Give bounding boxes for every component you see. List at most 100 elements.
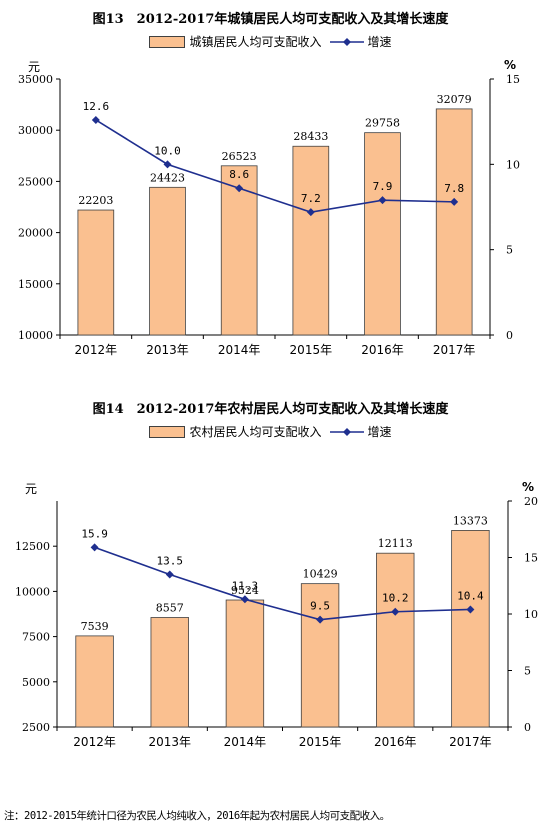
y-tick-label-right: 0	[524, 721, 531, 734]
y-tick-label-right: 15	[506, 73, 520, 86]
footnote: 注：2012-2015年统计口径为农民人均纯收入，2016年起为农村居民人均可支…	[4, 810, 390, 822]
bar-value-label: 10429	[303, 568, 338, 581]
growth-point	[450, 197, 459, 206]
x-tick-label: 2016年	[374, 735, 417, 749]
growth-value-label: 11.3	[232, 579, 259, 592]
y-axis-label-right: %	[522, 480, 534, 494]
y-tick-label-left: 5000	[22, 676, 50, 689]
chart-title: 图13 2012-2017年城镇居民人均可支配收入及其增长速度	[92, 12, 449, 27]
growth-point	[316, 615, 325, 624]
growth-value-label: 8.6	[229, 168, 249, 181]
y-tick-label-left: 10000	[18, 329, 53, 342]
legend-line-swatch	[329, 427, 364, 436]
growth-point	[165, 570, 174, 579]
growth-value-label: 15.9	[81, 527, 108, 540]
bar-value-label: 12113	[378, 537, 413, 550]
x-tick-label: 2012年	[73, 735, 116, 749]
bar	[150, 617, 189, 728]
bar-value-label: 26523	[222, 150, 257, 163]
growth-line	[94, 546, 471, 621]
y-tick-label-left: 7500	[22, 631, 50, 644]
bar-value-label: 28433	[293, 130, 328, 143]
bar-value-label: 8557	[156, 601, 184, 614]
growth-value-label: 10.2	[382, 592, 409, 605]
x-tick-label: 2013年	[148, 735, 191, 749]
y-tick-label-left: 2500	[22, 721, 50, 734]
bar	[451, 530, 490, 728]
plot-area: 10000 15000 20000 25000 30000 35000 0 5 10 15 元 % 20…	[18, 58, 520, 357]
chart-rural-income: 图14 2012-2017年农村居民人均可支配收入及其增长速度 农村居民人均可支…	[0, 390, 541, 775]
y-tick-label-right: 10	[506, 158, 520, 171]
x-tick-label: 2013年	[146, 343, 189, 357]
legend-line-label: 增速	[367, 35, 392, 49]
legend-line-label: 增速	[367, 425, 392, 439]
x-tick-label: 2017年	[433, 343, 476, 357]
growth-value-label: 9.5	[310, 600, 330, 613]
chart-urban-income: 图13 2012-2017年城镇居民人均可支配收入及其增长速度 城镇居民人均可支…	[0, 0, 541, 380]
y-tick-label-left: 20000	[18, 227, 53, 240]
growth-point	[466, 605, 475, 614]
chart-title: 图14 2012-2017年农村居民人均可支配收入及其增长速度	[92, 402, 449, 417]
y-tick-label-right: 10	[524, 608, 538, 621]
growth-value-label: 10.0	[154, 144, 181, 157]
bar-value-label: 13373	[453, 514, 488, 527]
bar	[75, 635, 114, 728]
growth-point	[378, 196, 387, 205]
x-tick-label: 2016年	[361, 343, 404, 357]
bar	[435, 108, 473, 336]
legend-line-swatch	[329, 37, 364, 46]
growth-point	[306, 208, 315, 217]
growth-value-label: 7.2	[301, 192, 321, 205]
growth-point	[91, 115, 100, 124]
legend-item-line: 增速	[329, 33, 392, 50]
x-tick-label: 2015年	[299, 735, 342, 749]
growth-point	[90, 543, 99, 552]
y-tick-label-right: 0	[506, 329, 513, 342]
y-tick-label-right: 5	[506, 244, 513, 257]
growth-value-label: 7.9	[373, 180, 393, 193]
bar-value-label: 22203	[78, 194, 113, 207]
bar	[292, 145, 330, 336]
plot-area: 2500 5000 7500 10000 12500 0 5 10 15 20 元 % 2012年 201…	[15, 480, 538, 749]
y-tick-label-right: 20	[524, 495, 538, 508]
growth-point	[391, 607, 400, 616]
legend: 农村居民人均可支配收入 增速	[0, 423, 541, 440]
legend-bar-swatch	[149, 425, 186, 438]
legend-item-bar: 城镇居民人均可支配收入	[149, 33, 322, 50]
bar	[376, 552, 415, 728]
bar	[364, 132, 401, 336]
y-axis-label-right: %	[504, 58, 516, 72]
legend-item-line: 增速	[329, 423, 392, 440]
legend-bar-label: 农村居民人均可支配收入	[189, 425, 322, 439]
y-axis-label-left: 元	[28, 60, 40, 74]
legend: 城镇居民人均可支配收入 增速	[0, 33, 541, 50]
y-tick-label-right: 5	[524, 665, 531, 678]
bar-value-label: 9524	[231, 584, 259, 597]
y-tick-label-left: 25000	[18, 175, 53, 188]
x-tick-label: 2015年	[290, 343, 333, 357]
bar	[300, 583, 340, 728]
y-tick-label-left: 10000	[15, 585, 50, 598]
bar	[77, 209, 115, 336]
growth-point	[240, 595, 249, 604]
bar	[225, 599, 265, 728]
bar-value-label: 24423	[150, 171, 185, 184]
growth-value-label: 12.6	[83, 100, 110, 113]
legend-bar-swatch	[149, 35, 186, 48]
x-tick-label: 2014年	[224, 735, 267, 749]
growth-value-label: 7.8	[444, 182, 464, 195]
growth-point	[163, 160, 172, 169]
legend-bar-label: 城镇居民人均可支配收入	[189, 35, 322, 49]
bar	[220, 165, 258, 336]
y-tick-label-left: 15000	[18, 278, 53, 291]
bar	[149, 186, 186, 336]
x-tick-label: 2014年	[218, 343, 261, 357]
growth-point	[235, 184, 244, 193]
x-tick-label: 2017年	[449, 735, 492, 749]
y-tick-label-right: 15	[524, 552, 538, 565]
y-tick-label-left: 35000	[18, 73, 53, 86]
bar-value-label: 29758	[365, 117, 400, 130]
bar-value-label: 7539	[81, 620, 109, 633]
x-tick-label: 2012年	[75, 343, 118, 357]
y-tick-label-left: 30000	[18, 124, 53, 137]
